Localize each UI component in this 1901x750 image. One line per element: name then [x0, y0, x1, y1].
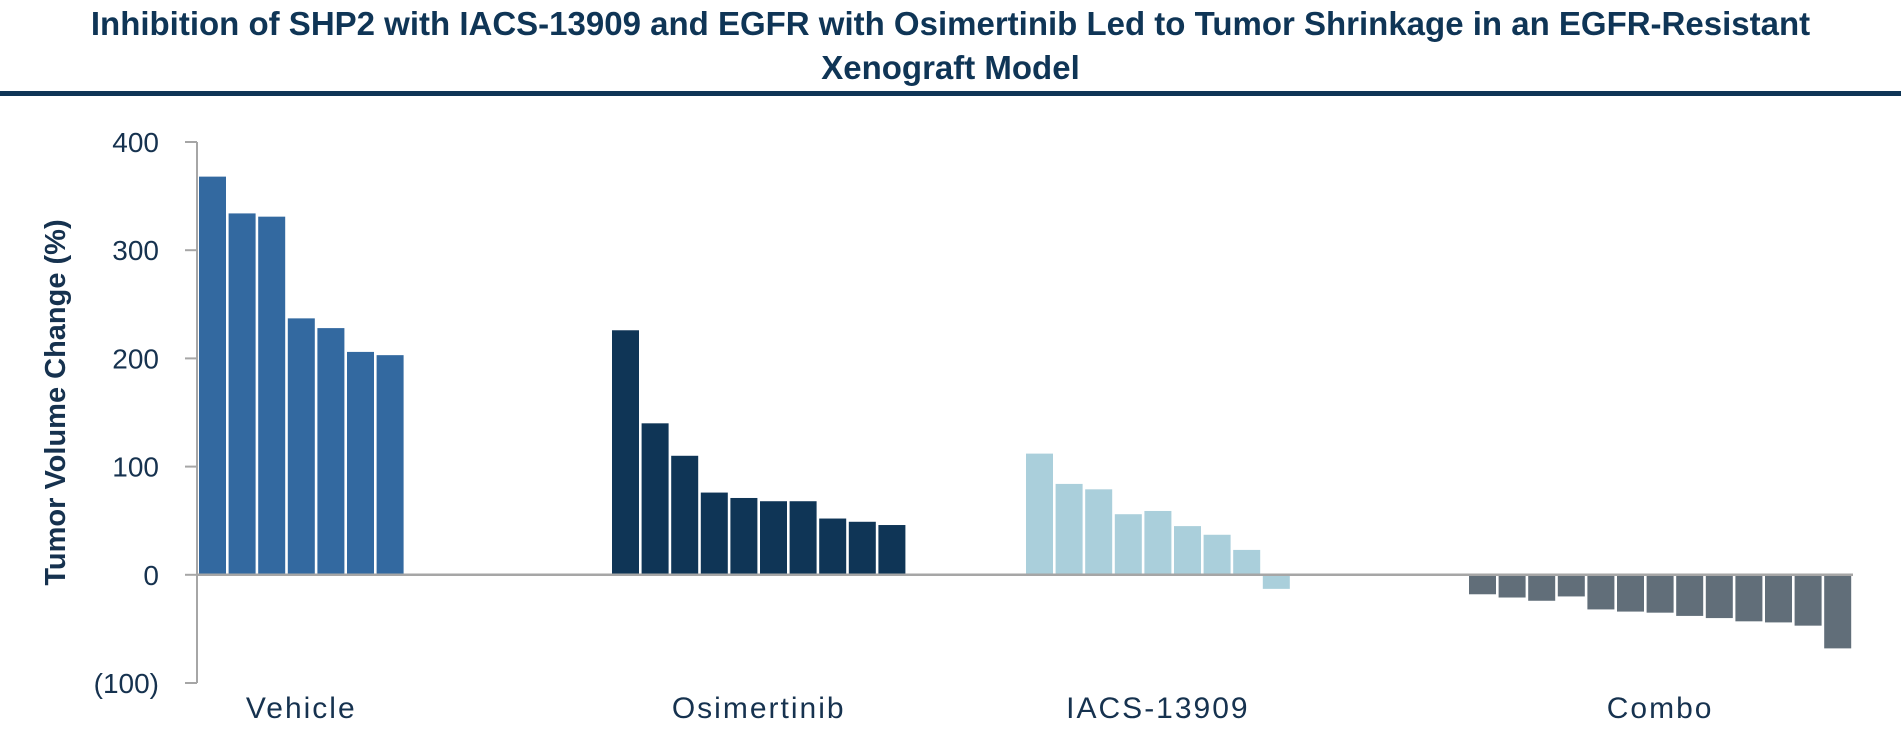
y-tick-label: 0: [143, 560, 159, 591]
bar: [848, 521, 876, 575]
chart-title: Inhibition of SHP2 with IACS-13909 and E…: [90, 4, 1811, 86]
y-tick-label: 100: [112, 452, 159, 483]
bar: [1026, 453, 1053, 575]
category-label: Osimertinib: [672, 692, 846, 725]
category-label: Vehicle: [246, 692, 357, 725]
bars: [199, 176, 1852, 649]
y-axis-ticks: 400 300 200 100 0 (100): [94, 127, 197, 699]
bar: [1765, 574, 1792, 623]
y-tick-label: 400: [112, 127, 159, 158]
bar: [347, 351, 374, 575]
bar: [376, 355, 404, 575]
bar: [730, 497, 758, 575]
bar: [641, 423, 669, 575]
bar: [1528, 574, 1556, 601]
bar: [287, 318, 315, 575]
category-label: IACS-13909: [1066, 692, 1249, 725]
bar: [1144, 510, 1172, 575]
bar: [258, 216, 286, 575]
bar: [317, 328, 345, 575]
bar: [1469, 574, 1496, 595]
bar: [1114, 514, 1142, 575]
bar: [1794, 574, 1822, 626]
category-label: Combo: [1607, 692, 1714, 725]
bar: [612, 330, 639, 575]
bar: [1705, 574, 1733, 619]
bar: [1085, 489, 1113, 575]
series-osimertinib: [612, 330, 906, 575]
bar: [789, 501, 817, 575]
bar: [671, 455, 699, 575]
bar: [1824, 574, 1852, 649]
bar: [700, 492, 728, 575]
y-tick-label: (100): [94, 668, 159, 699]
bar: [199, 176, 226, 575]
y-tick-label: 300: [112, 235, 159, 266]
bar: [1203, 534, 1231, 575]
bar: [1557, 574, 1585, 597]
bar: [878, 525, 906, 575]
bar: [1174, 526, 1201, 575]
bar: [1055, 483, 1083, 575]
bar: [1498, 574, 1526, 598]
bar: [1676, 574, 1704, 616]
bar: [760, 501, 787, 575]
series-combo: [1469, 574, 1852, 649]
y-axis-title: Tumor Volume Change (%): [40, 219, 72, 585]
bar: [1735, 574, 1763, 622]
series-iacs-13909: [1026, 453, 1290, 589]
title-bar: Inhibition of SHP2 with IACS-13909 and E…: [0, 0, 1901, 96]
bar: [1617, 574, 1644, 612]
bar: [1646, 574, 1674, 613]
bar: [1262, 574, 1290, 589]
bar: [1587, 574, 1615, 610]
bar: [1233, 549, 1261, 575]
bar: [819, 518, 847, 575]
bar: [228, 213, 256, 575]
y-tick-label: 200: [112, 343, 159, 374]
series-vehicle: [199, 176, 404, 575]
category-labels: Vehicle Osimertinib IACS-13909 Combo: [246, 692, 1714, 725]
